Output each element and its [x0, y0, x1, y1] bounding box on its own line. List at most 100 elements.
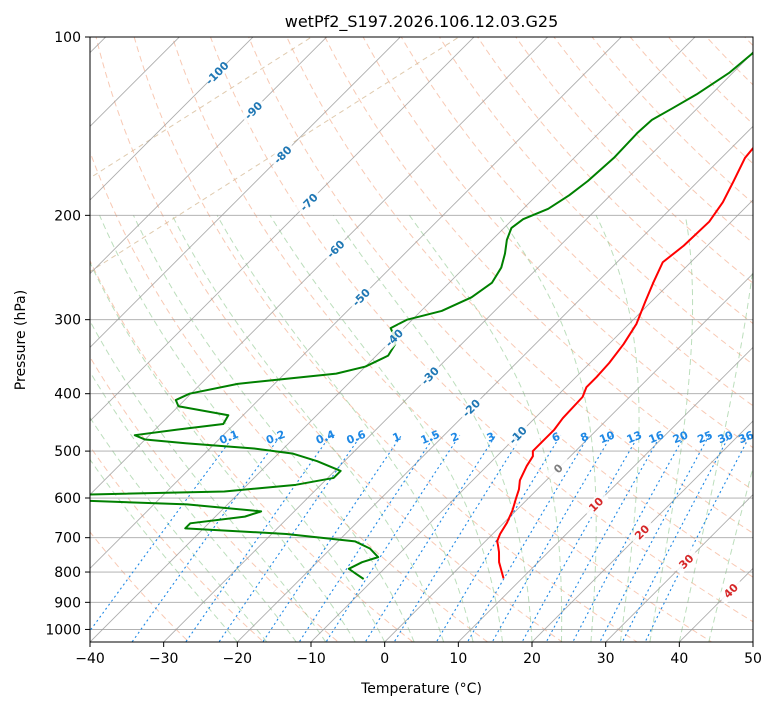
- dewpoint-profile-line: [90, 51, 753, 580]
- mixing-ratio-line: [325, 434, 461, 642]
- mixing-ratio-line: [218, 434, 362, 642]
- mixing-ratio-line: [298, 434, 436, 642]
- dry-adiabat-line: [95, 37, 564, 642]
- isotherm-line: [90, 37, 549, 496]
- isotherm-label-bg: [672, 548, 700, 575]
- isotherm-line: [531, 420, 753, 642]
- dry-adiabat-line: [90, 150, 489, 642]
- dry-adiabat-line: [248, 37, 753, 578]
- isotherm-line: [310, 199, 753, 642]
- isotherm-label-bg: [582, 490, 610, 518]
- isotherm-line: [384, 273, 753, 642]
- isotherm-label-bg: [628, 518, 656, 546]
- moist-adiabat-line: [99, 215, 386, 642]
- axis-layer: −40 −30 −20 −10 0 10 20 30 40 50 100 200 300 400 500 60…: [45, 30, 762, 667]
- chart-title: wetPf2_S197.2026.106.12.03.G25: [285, 12, 559, 32]
- mixing-ratio-label: 1: [391, 430, 403, 445]
- isotherm-line: [457, 346, 753, 642]
- dry-adiabat-line: [90, 356, 339, 642]
- y-tick-label: 100: [54, 30, 81, 46]
- isotherm-line: [90, 37, 401, 348]
- x-tick-label: −10: [296, 651, 326, 667]
- moist-adiabat-line: [332, 215, 533, 642]
- mixing-ratio-line: [521, 434, 640, 642]
- x-tick-label: 50: [744, 651, 762, 667]
- y-tick-label: 600: [54, 491, 81, 507]
- isotherm-line: [605, 494, 753, 642]
- x-tick-label: 0: [380, 651, 389, 667]
- plot-frame: [89, 36, 754, 643]
- temperature-profile-line: [496, 146, 753, 579]
- moist-adiabat-line: [409, 215, 563, 642]
- mixing-ratio-label: 3: [485, 430, 497, 445]
- isotherm-line: [90, 37, 254, 201]
- y-tick-label: 500: [54, 444, 81, 460]
- mixing-ratio-label: 10: [598, 428, 617, 446]
- mixing-ratio-line: [393, 434, 523, 642]
- x-tick-label: −30: [149, 651, 179, 667]
- isotherm-label-bg: [203, 59, 231, 87]
- grid-layer: [90, 37, 753, 642]
- moist-adiabat-line: [678, 264, 753, 642]
- isotherm-label-bg: [717, 577, 745, 605]
- dry-adiabat-line: [90, 445, 265, 642]
- moist-adiabat-line: [90, 261, 356, 642]
- moist-adiabat-line: [90, 371, 297, 642]
- isotherm-line: [163, 52, 753, 642]
- y-tick-label: 200: [54, 208, 81, 224]
- dry-adiabat-line: [362, 37, 753, 449]
- mixing-ratio-label: 2: [449, 430, 461, 445]
- isotherm-line: [90, 37, 475, 422]
- y-tick-label: 300: [54, 313, 81, 329]
- dry-adiabat-line: [324, 37, 753, 491]
- mixing-ratio-line: [545, 434, 662, 642]
- isotherm-line: [236, 125, 753, 642]
- dry-adiabat-line: [133, 37, 638, 642]
- y-tick-label: 400: [54, 387, 81, 403]
- mixing-ratio-label: 20: [671, 428, 690, 446]
- moist-adiabat-line: [269, 215, 504, 642]
- moist-adiabat-line: [133, 215, 415, 642]
- y-tick-label: 700: [54, 531, 81, 547]
- moist-adiabat-line: [90, 416, 268, 642]
- dry-adiabat-line: [515, 37, 753, 284]
- mixing-ratio-line: [364, 434, 497, 642]
- isotherm-label-bg: [239, 96, 267, 124]
- isotherm-label-bg: [380, 324, 408, 352]
- x-tick-label: −20: [223, 651, 253, 667]
- x-tick-label: 10: [449, 651, 467, 667]
- y-tick-label: 800: [54, 565, 81, 581]
- mixing-ratio-label: 8: [578, 430, 590, 445]
- dry-adiabat-line: [90, 531, 190, 642]
- mixing-ratio-line: [262, 434, 403, 642]
- mixing-ratio-line: [131, 434, 282, 642]
- x-tick-label: 40: [670, 651, 688, 667]
- dry-adiabat-line: [171, 37, 713, 642]
- x-tick-label: −40: [75, 651, 105, 667]
- dry-adiabat-line: [209, 37, 753, 623]
- isotherm-label-bg: [347, 283, 375, 311]
- x-tick-label: 20: [523, 651, 541, 667]
- mixing-ratio-line: [90, 434, 235, 632]
- isotherm-label-bg: [544, 455, 572, 482]
- y-tick-label: 900: [54, 595, 81, 611]
- isotherm-label-bg: [322, 235, 350, 263]
- mixing-ratio-label: 16: [647, 428, 666, 446]
- isotherm-label-bg: [416, 362, 444, 390]
- moist-adiabat-line: [595, 215, 640, 642]
- x-tick-label: 30: [597, 651, 615, 667]
- mixing-ratio-label: 36: [737, 428, 756, 446]
- mixing-ratio-line: [185, 434, 332, 642]
- isotherm-label-bg: [457, 394, 485, 422]
- moist-adiabat-line: [90, 458, 238, 642]
- moist-adiabat-line: [171, 215, 445, 642]
- dry-adiabat-line: [90, 259, 414, 642]
- mixing-ratio-label: 30: [716, 428, 735, 446]
- isotherm-label-bg: [269, 141, 297, 169]
- mixing-ratio-label: 25: [695, 428, 714, 446]
- mixing-ratio-label: 13: [625, 428, 644, 446]
- isotherm-label-bg: [295, 188, 323, 216]
- moist-adiabat-line: [216, 215, 474, 642]
